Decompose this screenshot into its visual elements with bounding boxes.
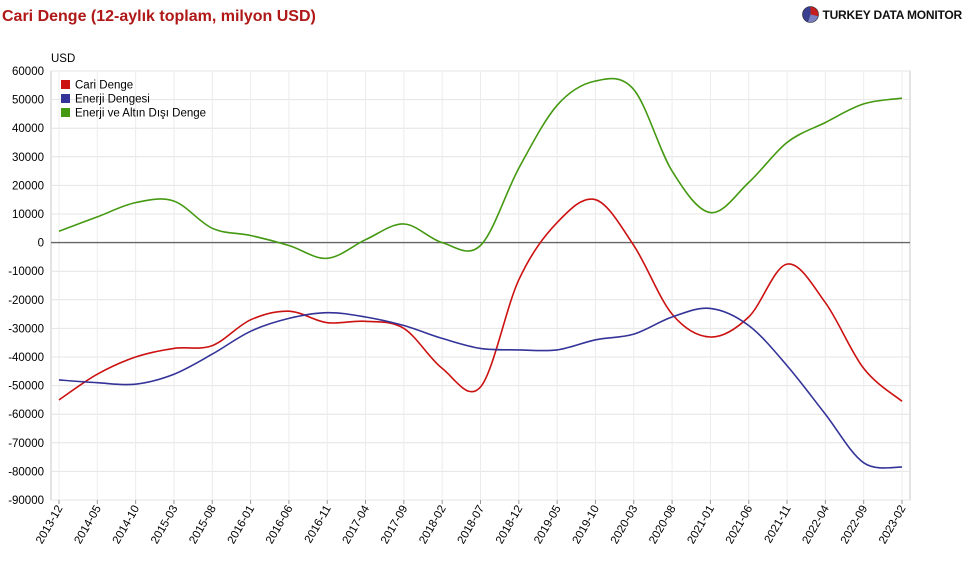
x-tick-label: 2020-08 — [647, 504, 679, 547]
x-tick-label: 2019-05 — [532, 504, 564, 547]
x-tick-label: 2018-12 — [494, 504, 526, 547]
y-tick-label: 30000 — [12, 152, 44, 164]
series-line-enerji-ve-alt-n-d-denge — [58, 77, 903, 260]
x-tick-label: 2016-01 — [226, 504, 258, 547]
legend-swatch — [61, 80, 70, 89]
x-tick-label: 2018-02 — [417, 504, 449, 547]
chart-title: Cari Denge (12-aylık toplam, milyon USD) — [2, 8, 316, 25]
x-tick-label: 2015-08 — [187, 504, 219, 547]
y-tick-label: 60000 — [12, 66, 44, 78]
x-gridlines — [58, 71, 903, 504]
x-tick-label: 2023-02 — [877, 504, 909, 547]
y-tick-label: 50000 — [12, 95, 44, 107]
x-tick-label: 2016-11 — [303, 504, 334, 546]
y-tick-label: -50000 — [8, 381, 44, 393]
x-tick-label: 2021-01 — [686, 504, 718, 547]
y-tick-label: -30000 — [8, 323, 44, 335]
y-tick-label: 40000 — [12, 123, 44, 135]
x-tick-label: 2015-03 — [149, 504, 181, 547]
x-tick-label: 2014-10 — [111, 504, 143, 547]
legend-label: Enerji Dengesi — [75, 94, 150, 106]
x-tick-label: 2017-09 — [379, 504, 411, 547]
x-tick-label: 2014-05 — [72, 504, 104, 547]
legend-swatch — [61, 94, 70, 103]
y-tick-label: -80000 — [8, 466, 44, 478]
brand-name: TURKEY DATA MONITOR — [822, 7, 962, 22]
y-axis-label: USD — [51, 53, 75, 65]
x-tick-label: 2022-04 — [800, 503, 832, 546]
y-tick-label: 0 — [38, 238, 44, 250]
legend-swatch — [61, 108, 70, 117]
y-tick-label: -10000 — [8, 266, 44, 278]
legend-label: Cari Denge — [75, 80, 133, 92]
x-tick-label: 2021-06 — [724, 504, 756, 547]
globe-icon — [802, 6, 820, 23]
x-tick-label: 2013-12 — [34, 504, 66, 547]
series-lines — [58, 77, 903, 469]
x-tick-label: 2022-09 — [839, 504, 871, 547]
y-tick-label: -70000 — [8, 438, 44, 450]
series-line-enerji-dengesi — [58, 307, 903, 469]
x-tick-label: 2017-04 — [341, 503, 373, 546]
legend: Cari Denge Enerji Dengesi Enerji ve Altın … — [61, 80, 206, 120]
y-tick-label: -60000 — [8, 409, 44, 421]
x-tick-label: 2021-11 — [763, 504, 794, 546]
x-tick-label: 2019-10 — [571, 504, 603, 547]
y-tick-label: -40000 — [8, 352, 44, 364]
y-tick-label: -20000 — [8, 295, 44, 307]
y-axis-tick-labels: 60000 50000 40000 30000 20000 10000 0 -10000 -20… — [8, 66, 44, 507]
y-tick-label: 20000 — [12, 180, 44, 192]
y-tick-label: 10000 — [12, 209, 44, 221]
series-line-cari-denge — [58, 198, 903, 402]
legend-label: Enerji ve Altın Dışı Denge — [75, 108, 206, 120]
x-tick-label: 2020-03 — [609, 504, 641, 547]
x-axis-tick-labels: 2013-12 2014-05 2014-10 2015-03 2015-08 2016-… — [34, 503, 909, 546]
y-tick-label: -90000 — [8, 495, 44, 507]
x-tick-label: 2018-07 — [456, 504, 488, 547]
x-tick-label: 2016-06 — [264, 504, 296, 547]
brand-logo: TURKEY DATA MONITOR — [802, 6, 962, 23]
